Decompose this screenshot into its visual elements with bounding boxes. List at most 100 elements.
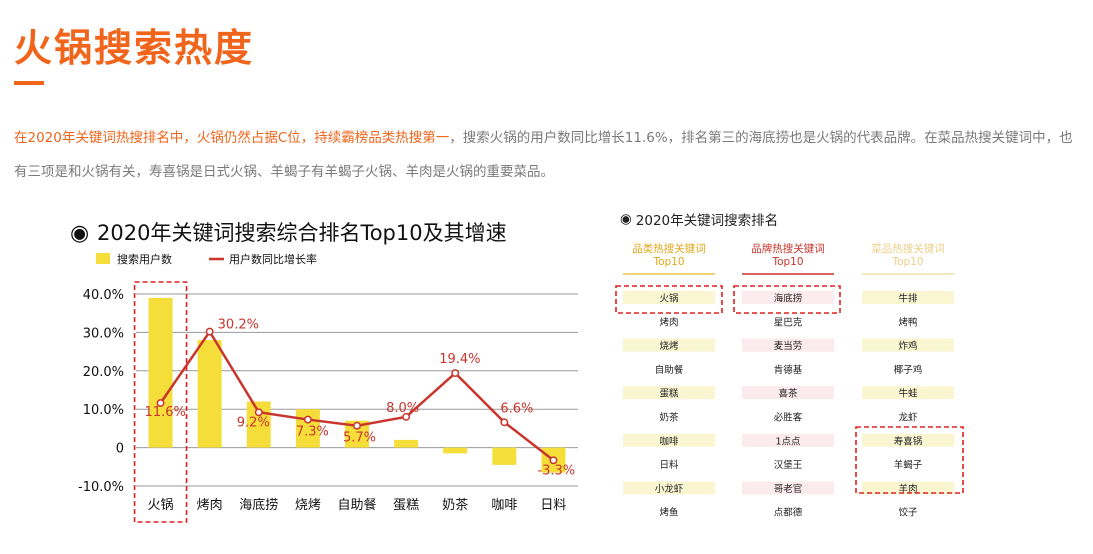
table-row-band xyxy=(742,481,834,495)
table-cell: 龙虾 xyxy=(898,412,918,424)
line-point xyxy=(205,327,214,336)
data-label: 7.3% xyxy=(296,425,329,440)
data-label: 6.6% xyxy=(500,401,533,416)
intro-paragraph: 在2020年关键词热搜排名中，火锅仍然占据C位，持续霸榜品类热搜第一，搜索火锅的… xyxy=(14,121,1080,189)
table-cell: 饺子 xyxy=(898,507,918,519)
table-row-band xyxy=(623,291,715,304)
chart-title-marker-icon: ◉ xyxy=(70,221,89,246)
table-row-band xyxy=(862,291,954,304)
table-row-band xyxy=(862,386,954,400)
x-tick-label: 烤肉 xyxy=(197,498,223,513)
data-label: 5.7% xyxy=(343,431,376,446)
table-cell: 小龙虾 xyxy=(655,483,684,495)
y-tick-label: 40.0% xyxy=(83,288,124,303)
table-cell: 牛排 xyxy=(898,293,918,305)
table-cell: 肯德基 xyxy=(774,364,803,376)
line-point xyxy=(549,456,558,465)
bar xyxy=(197,340,222,448)
table-header: 品牌热搜关键词 xyxy=(751,242,825,255)
paragraph-text: ，搜索火锅的用户数同比增长11.6%，排名第三的海底捞也是火锅的代表品牌。在菜品… xyxy=(14,130,1073,180)
legend-swatch-bar xyxy=(96,253,110,264)
x-tick-label: 自助餐 xyxy=(337,497,376,513)
chart-title: 2020年关键词搜索综合排名Top10及其增速 xyxy=(97,221,507,245)
table-row-band xyxy=(742,386,834,400)
table-row-band xyxy=(623,386,715,400)
bar xyxy=(443,447,468,454)
line-point xyxy=(254,408,263,417)
table-cell: 哥老官 xyxy=(774,483,803,495)
table-cell: 烧烤 xyxy=(659,340,679,352)
ranking-table-title: ◉ 2020年关键词搜索排名 xyxy=(620,209,778,229)
line-point xyxy=(402,412,411,421)
table-cell: 喜茶 xyxy=(778,388,798,400)
paragraph-highlight: 在2020年关键词热搜排名中，火锅仍然占据C位，持续霸榜品类热搜第一 xyxy=(14,130,450,146)
table-cell: 椰子鸡 xyxy=(894,364,923,376)
table-highlight-box xyxy=(615,285,723,314)
title-underline xyxy=(14,81,44,85)
data-label: 19.4% xyxy=(439,352,480,367)
x-tick-label: 奶茶 xyxy=(442,497,468,513)
bar xyxy=(295,409,320,448)
table-row-band xyxy=(742,291,834,304)
table-cell: 海底捞 xyxy=(774,293,803,305)
table-row-band xyxy=(623,481,715,495)
table-cell: 星巴克 xyxy=(774,317,803,328)
table-cell: 火锅 xyxy=(659,294,678,305)
data-label: 30.2% xyxy=(218,318,259,333)
table-cell: 麦当劳 xyxy=(774,340,803,352)
table-row-band xyxy=(862,481,954,495)
page-title: 火锅搜索热度 xyxy=(14,26,255,70)
table-header: 品类热搜关键词 xyxy=(632,242,706,255)
line-point xyxy=(500,418,509,427)
x-tick-label: 日料 xyxy=(540,498,566,513)
data-label: 8.0% xyxy=(386,401,419,416)
ranking-table-title-text: 2020年关键词搜索排名 xyxy=(635,213,779,229)
table-cell: 炸鸡 xyxy=(898,340,917,352)
table-cell: 日料 xyxy=(659,459,679,471)
y-tick-label: -10.0% xyxy=(78,480,124,495)
legend-label-line: 用户数同比增长率 xyxy=(229,252,317,266)
table-cell: 寿喜锅 xyxy=(894,435,923,447)
table-cell: 烤鱼 xyxy=(659,507,678,519)
table-cell: 咖啡 xyxy=(659,435,679,447)
x-tick-label: 咖啡 xyxy=(491,498,517,513)
table-cell: 烤肉 xyxy=(659,316,678,328)
table-cell: 蛋糕 xyxy=(659,388,679,400)
table-row-band xyxy=(862,433,954,447)
y-tick-label: 0 xyxy=(116,442,124,457)
bar xyxy=(148,297,173,448)
table-cell: 羊蝎子 xyxy=(894,459,923,471)
y-tick-label: 20.0% xyxy=(83,365,124,380)
line-point xyxy=(156,399,165,408)
line-point xyxy=(451,369,460,378)
x-tick-label: 蛋糕 xyxy=(393,498,419,513)
line-point xyxy=(353,421,361,430)
x-tick-label: 火锅 xyxy=(148,497,174,513)
table-row-band xyxy=(623,433,715,447)
legend-label-bar: 搜索用户数 xyxy=(117,252,172,266)
table-highlight-box xyxy=(855,426,964,494)
line-point xyxy=(303,415,312,424)
data-label: -3.3% xyxy=(537,463,575,478)
data-label: 11.6% xyxy=(145,405,186,420)
table-header-sub: Top10 xyxy=(771,256,803,268)
table-row-band xyxy=(862,338,954,352)
table-header-sub: Top10 xyxy=(652,256,684,268)
x-tick-label: 烧烤 xyxy=(295,498,321,513)
table-header: 菜品热搜关键词 xyxy=(871,242,945,255)
y-tick-label: 30.0% xyxy=(83,326,124,341)
table-cell: 牛蛙 xyxy=(898,388,918,400)
x-tick-label: 海底捞 xyxy=(239,497,278,513)
table-row-band xyxy=(623,338,715,352)
table-highlight-box xyxy=(733,285,841,314)
table-cell: 羊肉 xyxy=(898,483,917,495)
table-cell: 汉堡王 xyxy=(774,459,803,471)
table-row-band xyxy=(742,433,834,447)
table-cell: 点都德 xyxy=(774,507,803,519)
title-marker-icon: ◉ xyxy=(620,211,632,227)
table-cell: 必胜客 xyxy=(774,412,803,424)
table-cell: 奶茶 xyxy=(659,412,679,424)
table-cell: 自助餐 xyxy=(655,364,684,376)
bar xyxy=(394,439,419,448)
